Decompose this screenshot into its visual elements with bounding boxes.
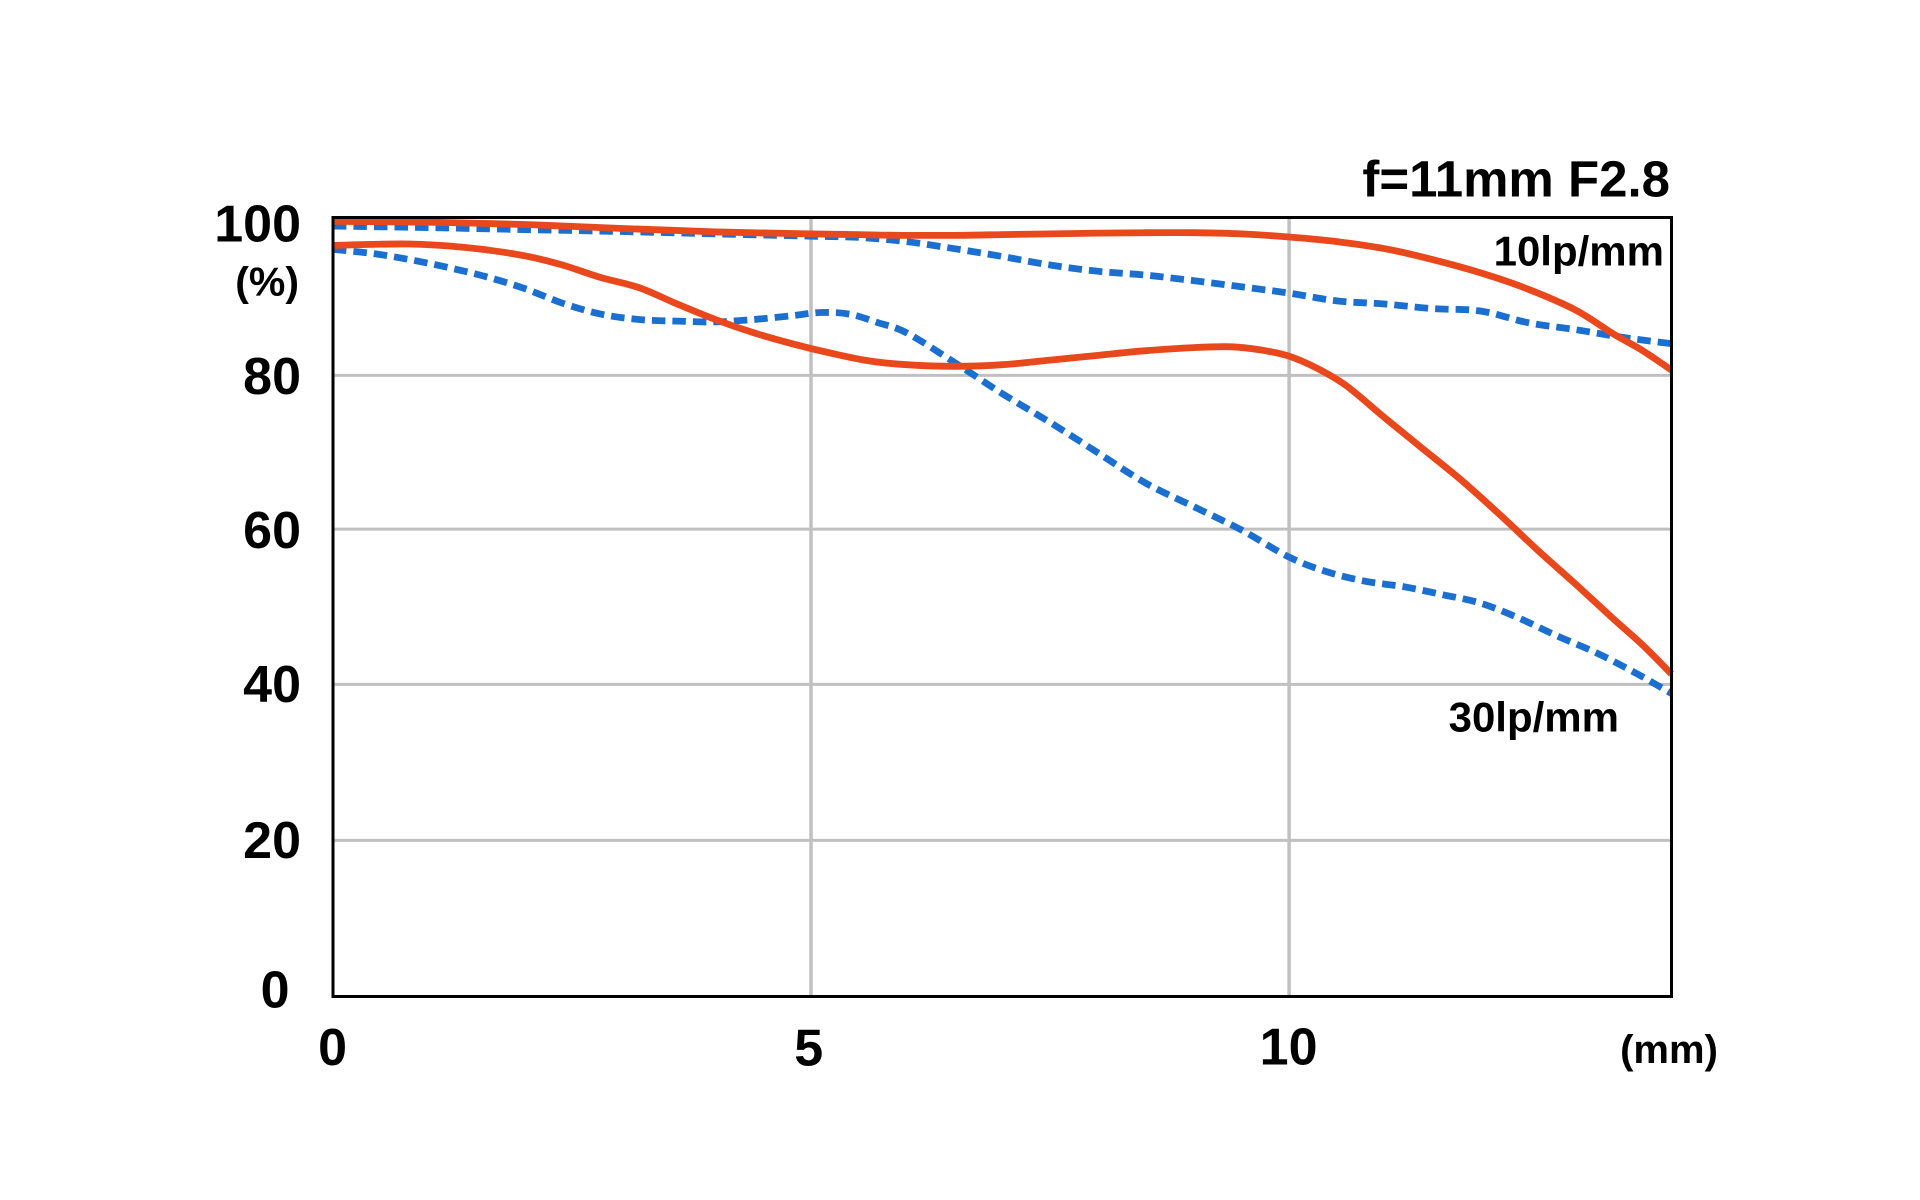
svg-text:f=11mm F2.8: f=11mm F2.8 (1362, 151, 1670, 208)
svg-text:40: 40 (243, 656, 301, 714)
svg-text:80: 80 (243, 348, 301, 406)
svg-text:(mm): (mm) (1620, 1028, 1718, 1072)
svg-text:20: 20 (243, 812, 301, 870)
svg-text:30lp/mm: 30lp/mm (1449, 694, 1619, 741)
svg-text:100: 100 (214, 195, 301, 253)
svg-text:60: 60 (243, 502, 301, 560)
svg-text:0: 0 (318, 1019, 347, 1077)
svg-text:5: 5 (794, 1020, 823, 1078)
svg-text:10: 10 (1260, 1019, 1318, 1077)
svg-text:(%): (%) (235, 259, 299, 305)
svg-text:10lp/mm: 10lp/mm (1494, 227, 1664, 274)
svg-text:0: 0 (261, 962, 290, 1020)
